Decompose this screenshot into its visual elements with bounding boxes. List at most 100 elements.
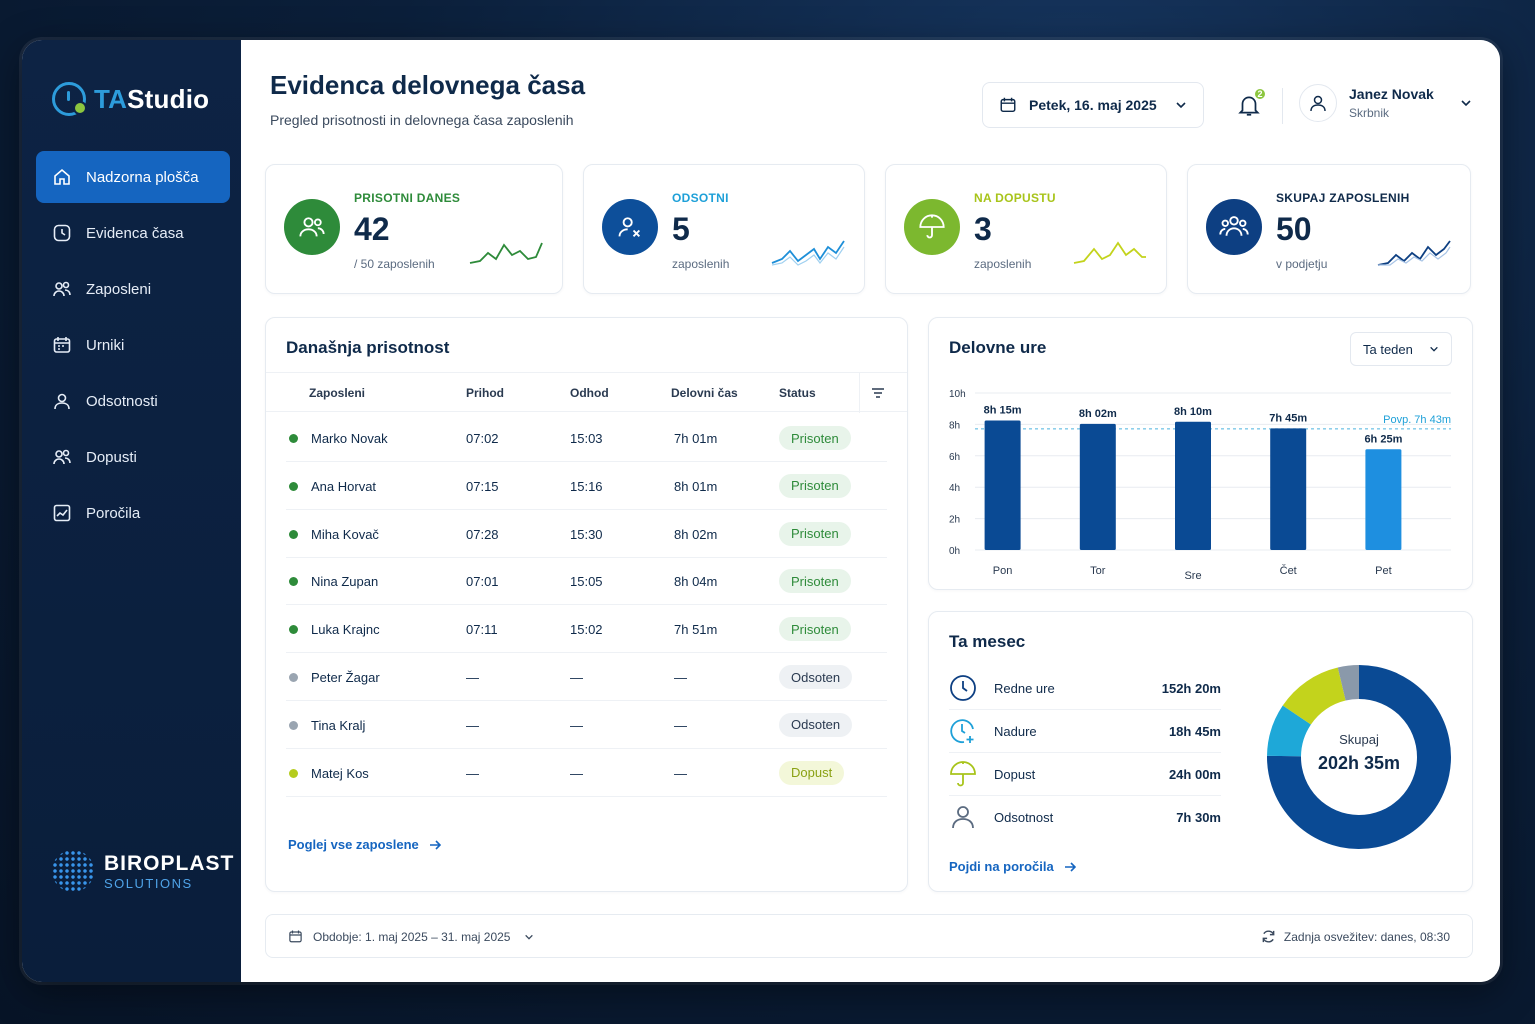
x-tick-label: Pon xyxy=(993,565,1013,577)
column-header[interactable]: Zaposleni xyxy=(309,386,366,400)
employee-name: Matej Kos xyxy=(311,765,369,781)
home-icon xyxy=(52,167,72,187)
table-row[interactable]: Peter Žagar — — — Odsoten xyxy=(286,653,887,701)
company-brand: BIROPLAST SOLUTIONS xyxy=(52,850,234,892)
status-dot xyxy=(289,434,298,443)
clock-icon xyxy=(950,675,976,701)
table-row[interactable]: Matej Kos — — — Dopust xyxy=(286,749,887,797)
sidebar-item-label: Poročila xyxy=(86,504,141,522)
sidebar-item-holidays[interactable]: Dopusti xyxy=(36,431,230,483)
month-row-absence: Odsotnost 7h 30m xyxy=(949,796,1221,839)
sidebar-item-label: Evidenca časa xyxy=(86,224,184,242)
employee-name: Luka Krajnc xyxy=(311,622,380,638)
clock-plus-icon xyxy=(950,719,974,744)
bar-data-label: 7h 45m xyxy=(1269,412,1307,424)
work-time: — xyxy=(674,717,687,733)
sidebar-item-label: Zaposleni xyxy=(86,280,152,298)
sidebar-item-employees[interactable]: Zaposleni xyxy=(36,263,230,315)
month-row-overtime: Nadure 18h 45m xyxy=(949,710,1221,753)
arrival-time: — xyxy=(466,765,479,781)
employee-name: Miha Kovač xyxy=(311,526,379,542)
link-label: Poglej vse zaposlene xyxy=(288,837,419,852)
bell-icon[interactable] xyxy=(1236,92,1262,118)
employee-name: Ana Horvat xyxy=(311,478,377,494)
month-row-value: 152h 20m xyxy=(1161,681,1221,696)
sidebar-item-label: Urniki xyxy=(86,336,125,354)
y-tick-label: 0h xyxy=(949,546,960,557)
status-dot xyxy=(289,481,298,491)
stat-sub: zaposlenih xyxy=(974,257,1032,271)
status-badge: Prisoten xyxy=(779,473,851,498)
logo-suffix: Studio xyxy=(127,83,210,114)
table-row[interactable]: Nina Zupan 07:01 15:05 8h 04m Prisoten xyxy=(286,557,887,606)
users-icon xyxy=(52,279,72,299)
employee-name: Peter Žagar xyxy=(311,670,380,685)
period-select[interactable]: Ta teden xyxy=(1350,332,1452,366)
sidebar-item-time-tracking[interactable]: Evidenca časa xyxy=(36,207,230,259)
link-label: Pojdi na poročila xyxy=(949,859,1054,874)
sidebar-nav: Nadzorna plošča Evidenca časa Zaposleni … xyxy=(36,151,230,543)
y-tick-label: 2h xyxy=(949,515,960,526)
departure-time: — xyxy=(570,717,583,733)
table-row[interactable]: Ana Horvat 07:15 15:16 8h 01m Prisoten xyxy=(286,462,887,510)
arrival-time: 07:15 xyxy=(466,478,499,494)
sparkline xyxy=(1377,240,1451,266)
column-header[interactable]: Status xyxy=(779,386,816,400)
chevron-down-icon xyxy=(1461,100,1471,107)
brand-logo-icon xyxy=(52,850,94,892)
table-row[interactable]: Luka Krajnc 07:11 15:02 7h 51m Prisoten xyxy=(286,605,887,654)
stat-card-absent[interactable]: ODSOTNI 5 zaposlenih xyxy=(583,164,865,294)
refresh-status[interactable]: Zadnja osvežitev: danes, 08:30 xyxy=(1261,929,1450,944)
table-row[interactable]: Miha Kovač 07:28 15:30 8h 02m Prisoten xyxy=(286,510,887,558)
x-tick-label: Čet xyxy=(1280,564,1297,577)
sparkline xyxy=(1073,241,1146,264)
stat-label: NA DOPUSTU xyxy=(974,191,1056,205)
sidebar-item-dashboard[interactable]: Nadzorna plošča xyxy=(36,151,230,203)
column-header[interactable]: Delovni čas xyxy=(671,386,738,400)
x-tick-label: Tor xyxy=(1090,565,1106,577)
arrival-time: — xyxy=(466,670,479,685)
status-dot xyxy=(289,720,298,730)
column-header[interactable]: Prihod xyxy=(466,386,504,400)
refresh-icon xyxy=(1262,930,1275,943)
departure-time: 15:03 xyxy=(570,431,603,446)
go-to-reports-link[interactable]: Pojdi na poročila xyxy=(949,859,1076,874)
chart-bar xyxy=(1079,423,1116,550)
stat-card-leave[interactable]: NA DOPUSTU 3 zaposlenih xyxy=(885,164,1167,294)
user-menu[interactable]: Janez Novak Skrbnik xyxy=(1299,84,1472,122)
attendance-title: Današnja prisotnost xyxy=(286,338,450,357)
team-icon xyxy=(1206,199,1262,255)
sidebar-item-schedules[interactable]: Urniki xyxy=(36,319,230,371)
filter-icon[interactable] xyxy=(871,386,885,400)
bar-data-label: 8h 15m xyxy=(984,404,1022,416)
view-all-employees-link[interactable]: Poglej vse zaposlene xyxy=(288,837,441,852)
stat-card-present[interactable]: PRISOTNI DANES 42 / 50 zaposlenih xyxy=(265,164,563,294)
chevron-down-icon xyxy=(525,934,534,940)
stat-label: PRISOTNI DANES xyxy=(354,191,461,205)
app-logo[interactable]: TAStudio xyxy=(52,82,209,116)
month-row-label: Redne ure xyxy=(994,681,1055,696)
table-row[interactable]: Marko Novak 07:02 15:03 7h 01m Prisoten xyxy=(286,414,887,462)
y-tick-label: 4h xyxy=(949,483,960,494)
x-tick-label: Pet xyxy=(1375,565,1392,577)
logo-clock-icon xyxy=(52,82,87,116)
table-row[interactable]: Tina Kralj — — — Odsoten xyxy=(286,701,887,749)
work-time: 8h 02m xyxy=(674,526,718,542)
bar-data-label: 8h 10m xyxy=(1174,406,1212,418)
stat-card-total[interactable]: SKUPAJ ZAPOSLENIH 50 v podjetju xyxy=(1187,164,1471,294)
sidebar-item-reports[interactable]: Poročila xyxy=(36,487,230,539)
work-time: 7h 51m xyxy=(674,622,718,638)
sidebar-item-absences[interactable]: Odsotnosti xyxy=(36,375,230,427)
column-header[interactable]: Odhod xyxy=(570,386,609,400)
attendance-card: Današnja prisotnost Zaposleni Prihod Odh… xyxy=(265,317,908,892)
chevron-down-icon xyxy=(1176,102,1186,109)
calendar-icon xyxy=(52,335,72,355)
stat-label: SKUPAJ ZAPOSLENIH xyxy=(1276,191,1410,205)
umbrella-icon xyxy=(950,761,976,787)
period-filter[interactable]: Obdobje: 1. maj 2025 – 31. maj 2025 xyxy=(288,929,534,944)
bar-data-label: 8h 02m xyxy=(1079,408,1117,420)
notification-badge: 2 xyxy=(1253,87,1267,101)
date-picker[interactable]: Petek, 16. maj 2025 xyxy=(982,82,1204,128)
sidebar-item-label: Nadzorna plošča xyxy=(86,168,199,186)
umbrella-icon xyxy=(904,199,960,255)
